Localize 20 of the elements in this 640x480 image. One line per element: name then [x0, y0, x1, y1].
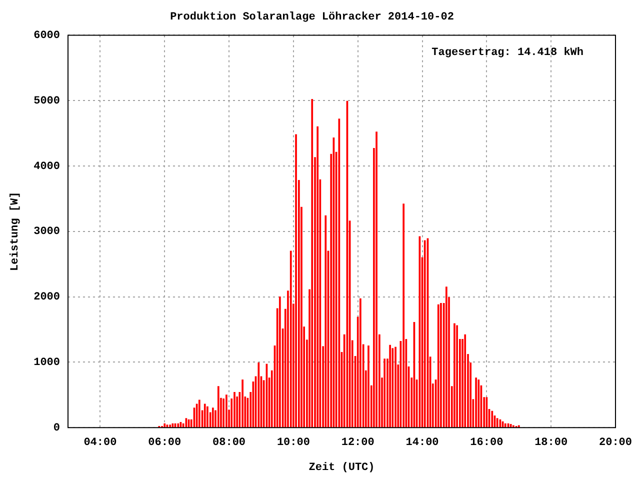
y-axis-title: Leistung [W]	[9, 192, 22, 272]
y-tick-label: 1000	[34, 356, 60, 369]
x-tick-label: 10:00	[276, 436, 310, 449]
x-axis-title: Zeit (UTC)	[308, 462, 375, 474]
chart-title: Produktion Solaranlage Löhracker 2014-10-02	[170, 11, 454, 24]
x-tick-label: 12:00	[341, 436, 374, 449]
x-tick-label: 04:00	[84, 436, 117, 449]
y-tick-label: 6000	[34, 30, 60, 42]
annotation: Tagesertrag: 14.418 kWh	[432, 46, 584, 59]
y-tick-label: 0	[53, 422, 60, 434]
x-tick-label: 20:00	[598, 436, 632, 449]
y-tick-label: 3000	[34, 226, 60, 238]
x-tick-label: 06:00	[148, 436, 182, 449]
x-tick-label: 18:00	[534, 436, 568, 449]
x-tick-label: 08:00	[212, 436, 246, 449]
y-tick-label: 2000	[34, 292, 60, 304]
x-tick-label: 16:00	[470, 436, 504, 449]
y-tick-label: 5000	[34, 95, 60, 108]
x-tick-label: 14:00	[406, 436, 439, 449]
y-tick-label: 4000	[34, 160, 60, 173]
